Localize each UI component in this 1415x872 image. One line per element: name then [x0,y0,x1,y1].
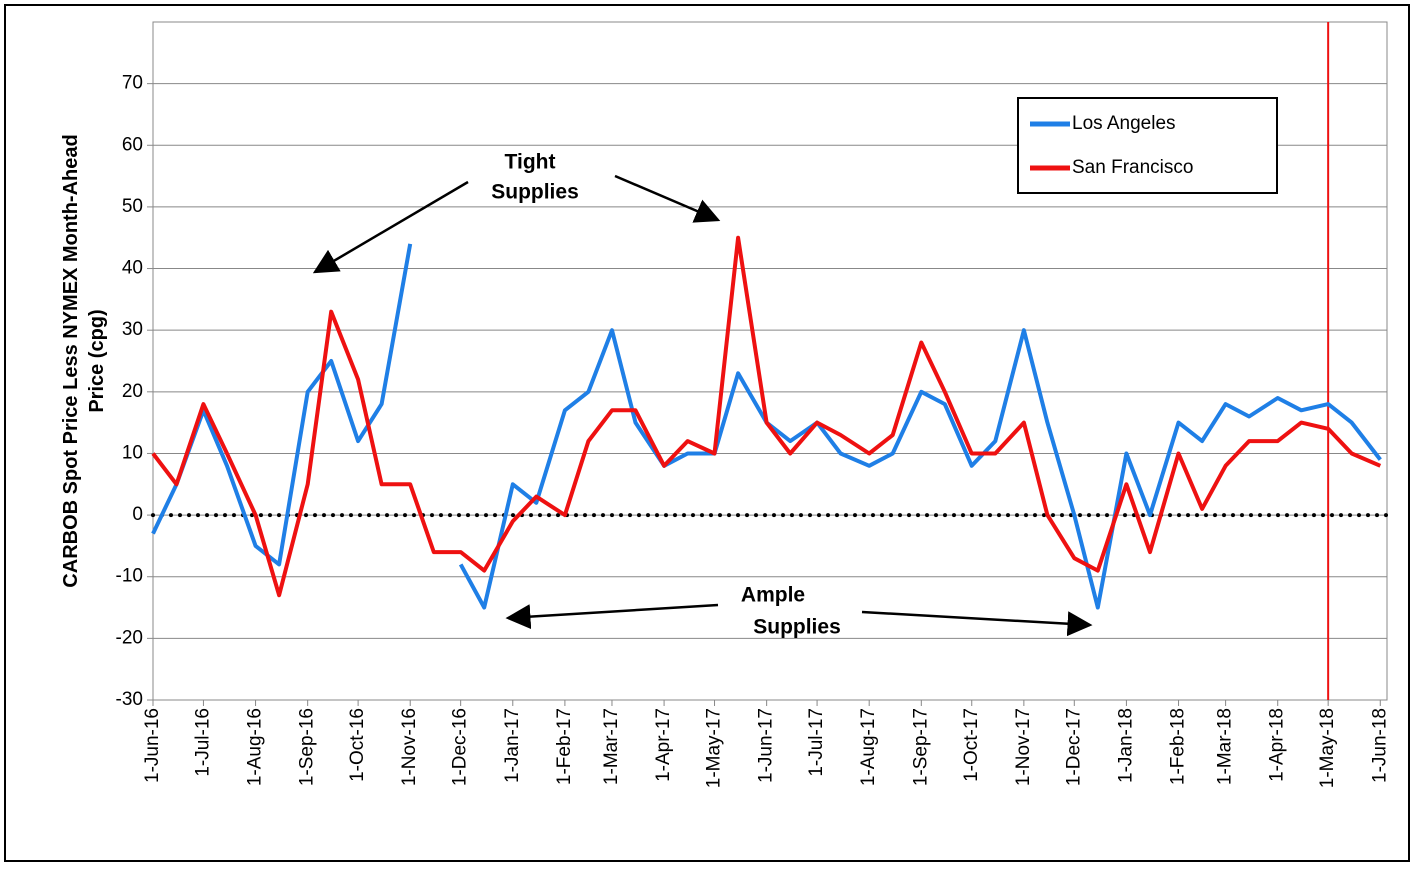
y-tick-label: 70 [122,73,143,94]
y-tick-label: -10 [116,566,143,587]
x-tick-label: 1-May-17 [704,708,725,788]
series-line [151,235,1382,598]
x-tick-label: 1-Jun-16 [142,708,163,783]
x-tick-label: 1-Apr-17 [653,708,674,782]
legend-label: San Francisco [1072,157,1193,178]
x-tick-label: 1-Jun-17 [756,708,777,783]
y-axis-title-line: CARBOB Spot Price Less NYMEX Month-Ahead [60,134,82,587]
annotation: Supplies [753,616,841,639]
x-tick-label: 1-Nov-16 [399,708,420,786]
x-tick-label: 1-Feb-18 [1168,708,1189,785]
x-tick-label: 1-Sep-17 [910,708,931,786]
x-tick-label: 1-Jul-16 [192,708,213,777]
y-tick-label: -30 [116,689,143,710]
x-tick-label: 1-Dec-16 [450,708,471,786]
y-tick-label: 10 [122,442,143,463]
y-tick-label: 50 [122,196,143,217]
annotation: Ample [741,584,805,607]
y-tick-label: 30 [122,319,143,340]
y-tick-label: 0 [132,504,143,525]
x-tick-label: 1-Dec-17 [1063,708,1084,786]
x-tick-label: 1-Apr-18 [1267,708,1288,782]
y-tick-label: -20 [116,627,143,648]
frame [4,4,1410,862]
annotation: Tight [505,151,556,174]
x-tick-label: 1-Aug-16 [245,708,266,786]
y-tick-label: 60 [122,134,143,155]
x-tick-label: 1-Oct-17 [961,708,982,782]
x-tick-label: 1-Jan-17 [502,708,523,783]
x-tick-label: 1-Mar-17 [601,708,622,785]
x-tick-label: 1-Jul-17 [806,708,827,777]
legend-label: Los Angeles [1072,113,1176,134]
annotation: Supplies [491,181,579,204]
arrows [312,174,1093,637]
x-tick-label: 1-May-18 [1317,708,1338,788]
x-tick-label: 1-Sep-16 [297,708,318,786]
x-tick-label: 1-Nov-17 [1013,708,1034,786]
x-tick-label: 1-Aug-17 [858,708,879,786]
legend [1017,97,1278,194]
x-tick-label: 1-Oct-16 [347,708,368,782]
y-tick-label: 40 [122,258,143,279]
x-tick-label: 1-Jan-18 [1115,708,1136,783]
x-tick-label: 1-Feb-17 [554,708,575,785]
x-tick-label: 1-Mar-18 [1215,708,1236,785]
x-tick-label: 1-Jun-18 [1369,708,1390,783]
y-axis-title: CARBOB Spot Price Less NYMEX Month-Ahead… [60,134,108,587]
y-axis-title-line: Price (cpg) [86,309,108,412]
y-tick-label: 20 [122,381,143,402]
